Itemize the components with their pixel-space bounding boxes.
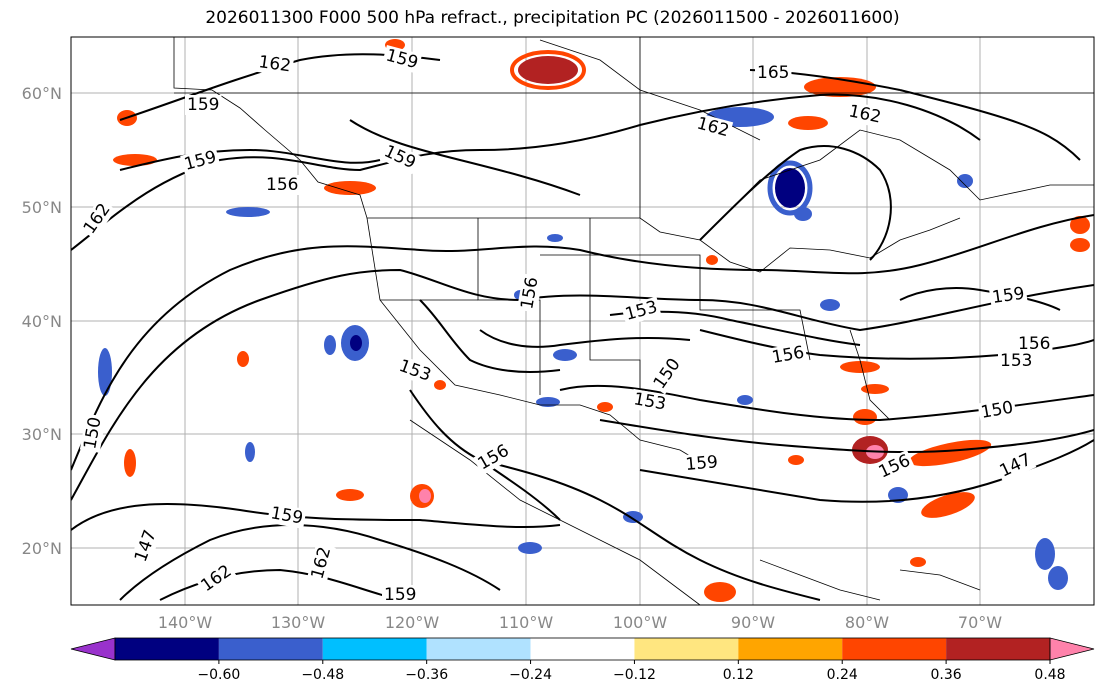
colorbar-tick-label: −0.36 [405,667,448,683]
contour-label-backing [264,175,301,195]
contour-label-backing [994,448,1037,483]
colorbar-tick-label: −0.48 [301,667,344,683]
lon-label: 70°W [958,613,1002,632]
contour-label-backing [394,355,436,387]
lon-label: 90°W [731,613,775,632]
contour-label-backing [267,502,307,529]
contour-label-backing [692,112,734,142]
lat-label: 50°N [22,198,62,217]
contour-label-backing [79,413,106,453]
contour-label: 156 [1018,334,1050,354]
precip-shading [98,39,1090,602]
contour-label-backing [78,198,116,240]
colorbar-segment [946,638,1050,660]
colorbar-segment [322,638,427,660]
colorbar-extend-min [70,637,116,661]
contour-label-backing [873,449,916,484]
colorbar-tick-label: 0.24 [827,667,858,683]
colorbar-frame [114,637,1051,661]
contour-label-backing [255,51,295,77]
lon-label: 140°W [158,613,213,632]
contour-label-backing [682,452,721,476]
colorbar-tick-label: −0.12 [613,667,656,683]
contour-label-backing [185,95,222,115]
contour-label-backing [768,342,808,369]
contour-label-backing [621,296,662,326]
lat-label: 60°N [22,84,62,103]
contour-label-backing [516,273,543,313]
contour-label-backing [472,439,515,476]
contour-label-backing [306,542,336,584]
contour-label-backing [755,63,792,83]
lat-label: 40°N [22,312,62,331]
colorbar-tick-label: −0.24 [509,667,552,683]
colorbar-extend-max [1049,637,1095,661]
lat-label: 30°N [22,425,62,444]
contour-label: 162 [257,52,292,76]
contour-label: 153 [1000,351,1032,371]
contour-label: 159 [991,284,1026,308]
colorbar-segment [115,638,219,660]
colorbar: −0.60 −0.48 −0.36 −0.24 −0.12 0.12 0.24 0.36 0.4… [70,637,1095,683]
contour-label: 159 [384,585,416,605]
map-frame [70,36,1095,606]
contour-label: 159 [685,452,719,475]
contour-label-backing [130,525,162,567]
colorbar-tick-label: 0.48 [1034,667,1065,683]
lon-label: 80°W [845,613,889,632]
colorbar-tick-label: 0.12 [723,667,754,683]
colorbar-segment [634,638,739,660]
contour-label-backing [998,351,1035,371]
contour-label-backing [1016,334,1053,354]
lon-label: 110°W [499,613,554,632]
contour-label-backing [630,388,670,415]
contour-label-backing [382,585,419,605]
colorbar-segment [530,638,635,660]
contour-label-backing [648,353,686,395]
contour-label-backing [381,44,423,74]
contour-label-backing [988,283,1028,309]
longitude-axis: 140°W 130°W 120°W 110°W 100°W 90°W 80°W … [158,613,1002,632]
contour-label-group: 162 159 165 162 159 162 159 156 162 159 … [78,44,1053,605]
contour-label-backing [195,559,238,598]
contour-label: 165 [757,63,789,83]
latitude-axis: 60°N 50°N 40°N 30°N 20°N [22,84,62,558]
contour-label-backing [845,100,885,129]
colorbar-segment [426,638,531,660]
colorbar-tick-label: 0.36 [931,667,962,683]
colorbar-segment [738,638,843,660]
contour-label-backing [977,397,1017,424]
lon-label: 130°W [271,613,326,632]
contour-label-backing [379,140,421,175]
colorbar-segment [842,638,947,660]
lon-label: 120°W [385,613,440,632]
contour-label: 156 [266,175,298,195]
colorbar-tick-label: −0.60 [197,667,240,683]
lon-label: 100°W [613,613,668,632]
colorbar-segment [218,638,323,660]
lat-label: 20°N [22,539,62,558]
contour-label: 159 [187,95,219,115]
map-title: 2026011300 F000 500 hPa refract., precip… [205,8,900,28]
contour-label-backing [180,146,221,176]
